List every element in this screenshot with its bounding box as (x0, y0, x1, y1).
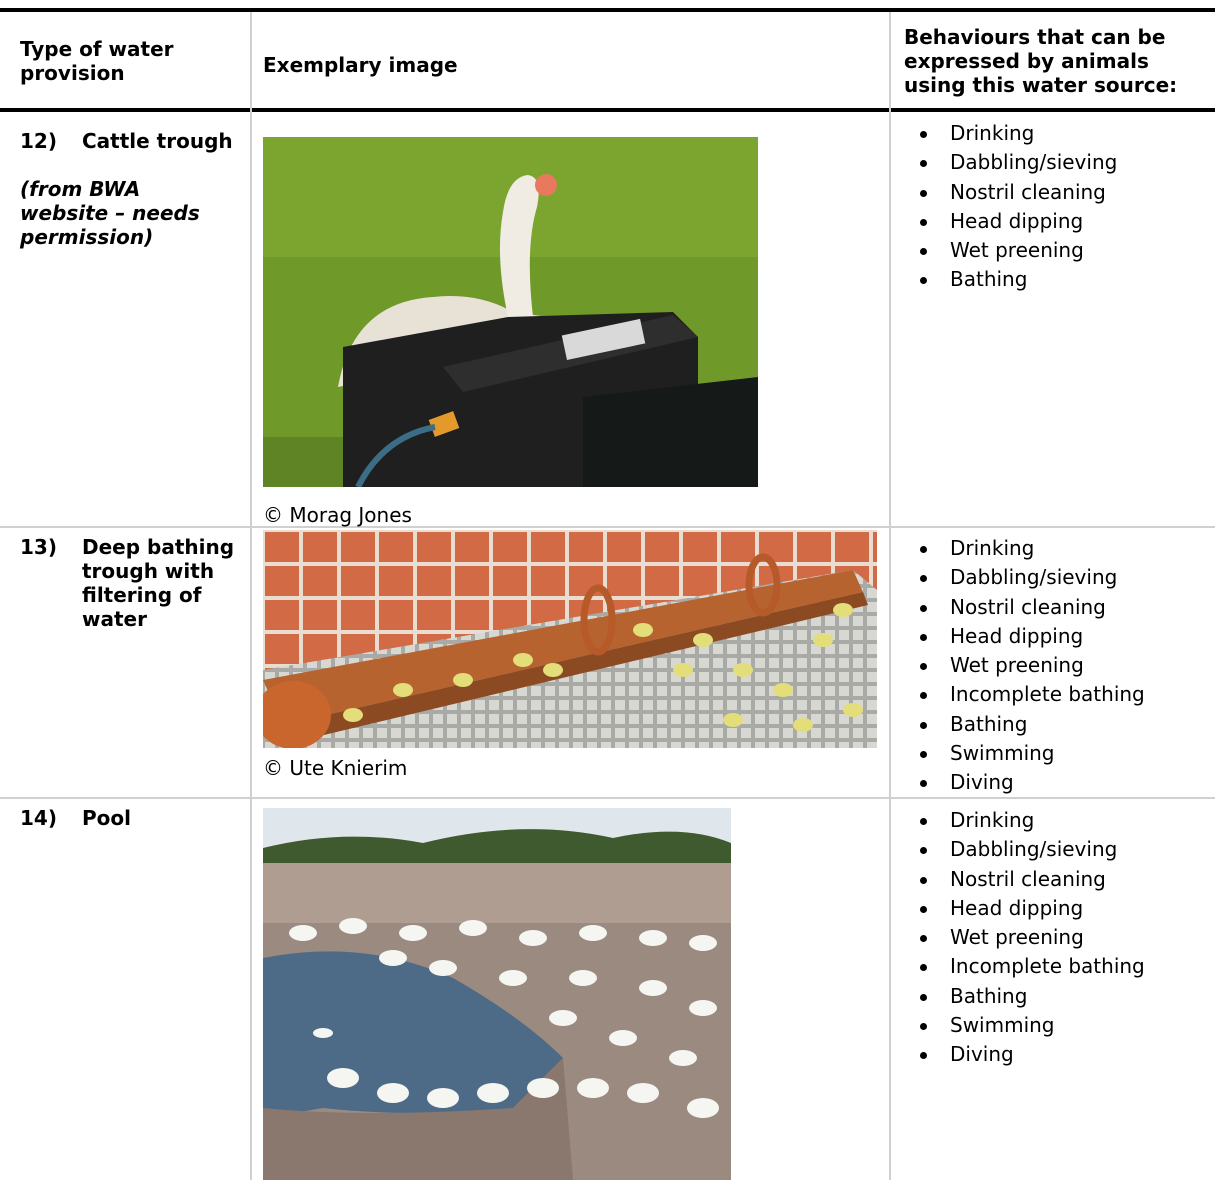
row-type: Deep bathing trough with filtering of wa… (82, 535, 235, 631)
behaviour-item: Dabbling/sieving (904, 563, 1204, 592)
header-cell: Behaviours that can be expressed by anim… (904, 25, 1178, 97)
image-credit: © Ute Knierim (263, 756, 408, 780)
behaviour-item: Bathing (904, 982, 1204, 1011)
behaviour-item: Swimming (904, 1011, 1204, 1040)
header-rule (0, 108, 1215, 112)
photo-pool (263, 808, 731, 1180)
behaviour-item: Diving (904, 1040, 1204, 1069)
row-number: 12) (20, 129, 57, 153)
behaviour-item: Nostril cleaning (904, 865, 1204, 894)
row-rule (0, 526, 1215, 528)
behaviour-list: Drinking Dabbling/sieving Nostril cleaning… (904, 534, 1204, 798)
column-rule (250, 12, 252, 1180)
row-number: 14) (20, 806, 57, 830)
photo-cattle-trough (263, 137, 758, 487)
behaviour-item: Incomplete bathing (904, 952, 1204, 981)
behaviour-list: Drinking Dabbling/sieving Nostril cleaning… (904, 119, 1204, 295)
behaviour-item: Wet preening (904, 923, 1204, 952)
behaviour-item: Drinking (904, 534, 1204, 563)
photo-bathing-trough (263, 530, 877, 748)
behaviour-item: Incomplete bathing (904, 680, 1204, 709)
behaviour-item: Head dipping (904, 622, 1204, 651)
behaviour-item: Head dipping (904, 894, 1204, 923)
image-credit: © Morag Jones (263, 503, 412, 527)
behaviour-list: Drinking Dabbling/sieving Nostril cleaning… (904, 806, 1204, 1070)
row-type: Pool (82, 806, 131, 830)
behaviour-item: Wet preening (904, 651, 1204, 680)
behaviour-item: Dabbling/sieving (904, 835, 1204, 864)
row-rule (0, 797, 1215, 799)
header-cell: Exemplary image (263, 53, 458, 77)
behaviour-item: Nostril cleaning (904, 178, 1204, 207)
behaviour-item: Bathing (904, 265, 1204, 294)
behaviour-item: Drinking (904, 119, 1204, 148)
behaviour-item: Bathing (904, 710, 1204, 739)
row-type: Cattle trough (82, 129, 233, 153)
behaviour-item: Dabbling/sieving (904, 148, 1204, 177)
top-rule (0, 8, 1215, 12)
column-rule (889, 12, 891, 1180)
behaviour-item: Nostril cleaning (904, 593, 1204, 622)
header-cell: Type of water provision (20, 37, 174, 85)
behaviour-item: Diving (904, 768, 1204, 797)
behaviour-item: Drinking (904, 806, 1204, 835)
behaviour-item: Wet preening (904, 236, 1204, 265)
row-number: 13) (20, 535, 57, 559)
behaviour-item: Head dipping (904, 207, 1204, 236)
row-note: (from BWA website – needs permission) (20, 177, 200, 249)
behaviour-item: Swimming (904, 739, 1204, 768)
